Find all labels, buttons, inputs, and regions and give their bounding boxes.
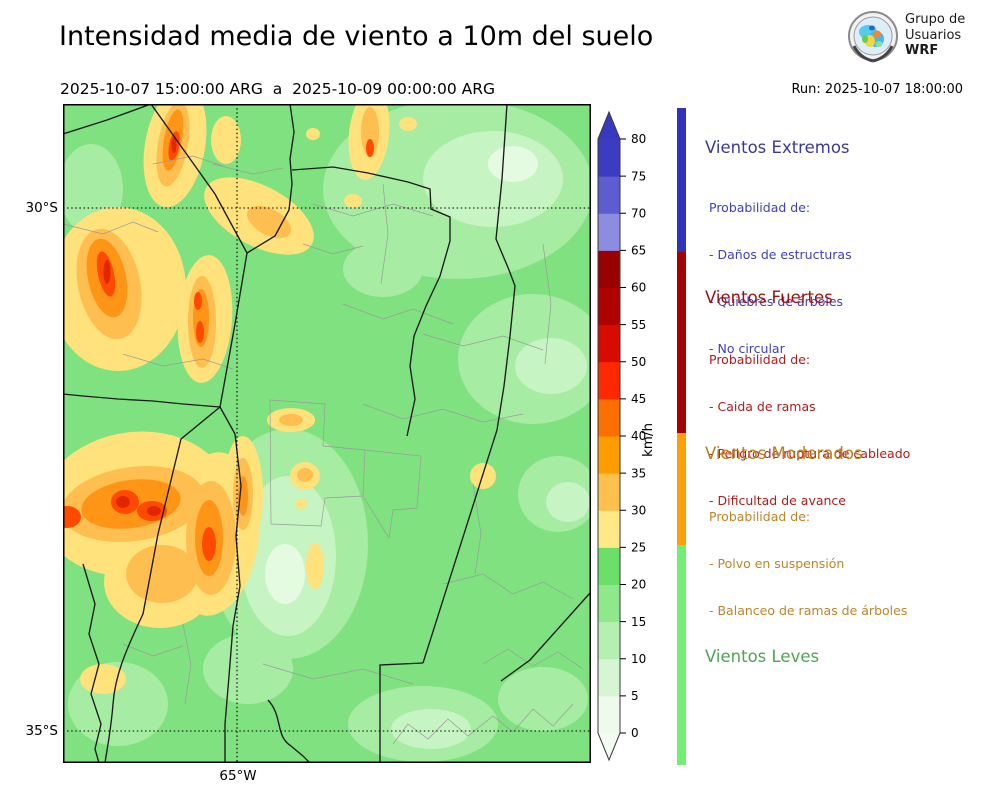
lon-label-65w: 65°W [219,768,257,784]
svg-text:45: 45 [631,392,646,406]
svg-text:65: 65 [631,244,646,258]
svg-text:40: 40 [631,429,646,443]
legend-item: - Peligro de ruptura de cableado [709,445,911,461]
legend-bar-moderados [677,433,686,545]
legend-title-fuertes: Vientos Fuertes [705,288,833,307]
legend-item: - Daños de estructuras [709,246,852,262]
wind-intensity-map [63,104,591,763]
legend-bar-fuertes [677,252,686,433]
page-title: Intensidad media de viento a 10m del sue… [59,21,654,52]
logo-line-1: Grupo de [905,12,966,27]
logo-line-3: WRF [905,43,939,58]
svg-text:25: 25 [631,541,646,555]
legend-item: - Caida de ramas [709,398,816,414]
svg-text:70: 70 [631,206,646,220]
legend-bar-leves [677,545,686,765]
model-run-label: Run: 2025-10-07 18:00:00 [791,82,963,97]
legend-body-fuertes: Probabilidad de: - Caida de ramas - Peli… [709,321,910,539]
wind-speed-colorbar: 0 5 10 15 20 25 30 35 40 45 50 55 60 65 70 75 80 km/h [597,110,656,762]
svg-text:5: 5 [631,689,639,703]
legend-intro: Probabilidad de: [709,200,811,216]
svg-text:15: 15 [631,615,646,629]
svg-text:60: 60 [631,281,646,295]
logo-text: Grupo de Usuarios WRF [905,12,965,59]
svg-text:50: 50 [631,355,646,369]
legend-item: - Polvo en suspensión [709,555,845,571]
svg-text:0: 0 [631,726,639,740]
legend-title-moderados: Vientos Moderados [705,444,863,463]
legend-item: - Dificultad de avance [709,492,846,508]
legend-title-extremos: Vientos Extremos [705,138,850,157]
legend-item: - Balanceo de ramas de árboles [709,602,908,618]
svg-text:75: 75 [631,169,646,183]
legend-intro: Probabilidad de: [709,352,811,368]
legend-item: - No circular [709,340,785,356]
legend-body-moderados: Probabilidad de: - Polvo en suspensión -… [709,478,907,650]
legend-title-leves: Vientos Leves [705,647,820,666]
svg-text:55: 55 [631,318,646,332]
logo-line-2: Usuarios [905,27,962,43]
legend-item: - Quiebres de árboles [709,293,844,309]
legend-bar-extremos [677,108,686,252]
legend-body-extremos: Probabilidad de: - Daños de estructuras … [709,169,852,387]
wrf-logo-icon [848,11,898,63]
svg-text:30: 30 [631,503,646,517]
svg-text:10: 10 [631,652,646,666]
valid-period: 2025-10-07 15:00:00 ARG a 2025-10-09 00:… [60,80,496,98]
svg-text:80: 80 [631,132,646,146]
lat-label-30s: 30°S [25,200,59,216]
svg-text:35: 35 [631,466,646,480]
svg-text:20: 20 [631,578,646,592]
lat-label-35s: 35°S [25,723,59,739]
svg-text:km/h: km/h [640,423,656,457]
legend-intro: Probabilidad de: [709,509,811,525]
